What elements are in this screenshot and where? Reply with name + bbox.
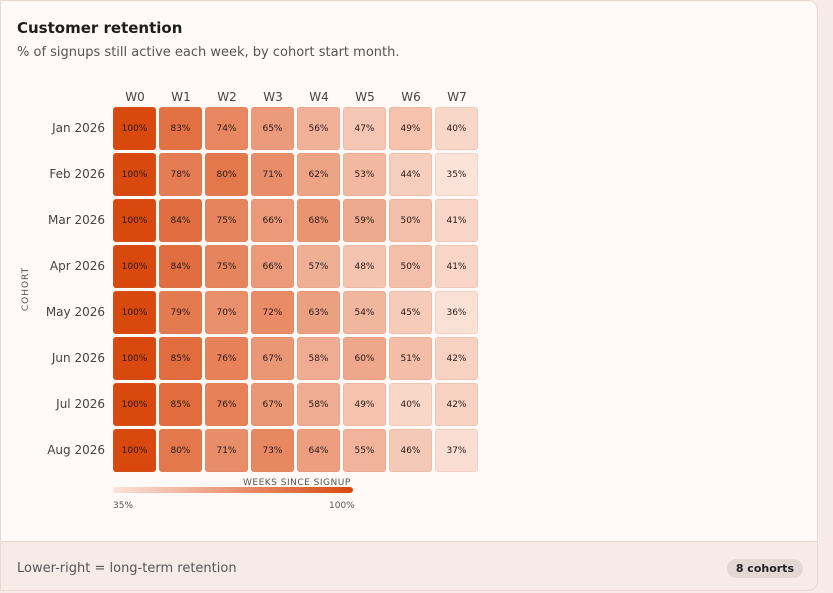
heatmap-cell: 63% (297, 291, 340, 334)
heatmap-cell: 70% (205, 291, 248, 334)
heatmap-cell: 67% (251, 337, 294, 380)
column-header-w7: W7 (447, 90, 467, 104)
row-label: Apr 2026 (49, 259, 105, 273)
heatmap-cell: 41% (435, 199, 478, 242)
heatmap-cell: 72% (251, 291, 294, 334)
heatmap-cell: 49% (389, 107, 432, 150)
heatmap-cell: 35% (435, 153, 478, 196)
heatmap-cell: 100% (113, 245, 156, 288)
chart-subtitle: % of signups still active each week, by … (17, 45, 400, 60)
heatmap-cell: 100% (113, 107, 156, 150)
heatmap-cell: 76% (205, 383, 248, 426)
heatmap-cell: 66% (251, 245, 294, 288)
row-label: Aug 2026 (47, 443, 105, 457)
heatmap-cell: 41% (435, 245, 478, 288)
column-header-w2: W2 (217, 90, 237, 104)
heatmap-cell: 85% (159, 337, 202, 380)
heatmap-cell: 58% (297, 337, 340, 380)
card-footer: Lower-right = long-term retention 8 coho… (1, 541, 817, 590)
heatmap-cell: 85% (159, 383, 202, 426)
row-label: Jan 2026 (52, 121, 105, 135)
heatmap-cell: 42% (435, 337, 478, 380)
heatmap-cell: 100% (113, 429, 156, 472)
heatmap-cell: 40% (389, 383, 432, 426)
row-label: May 2026 (45, 305, 105, 319)
heatmap-cell: 48% (343, 245, 386, 288)
heatmap-cell: 40% (435, 107, 478, 150)
column-header-w4: W4 (309, 90, 329, 104)
heatmap-cell: 45% (389, 291, 432, 334)
heatmap-cell: 64% (297, 429, 340, 472)
heatmap-cell: 44% (389, 153, 432, 196)
heatmap-cell: 78% (159, 153, 202, 196)
heatmap-cell: 73% (251, 429, 294, 472)
scale-max-label: 100% (329, 501, 355, 511)
heatmap-cell: 100% (113, 337, 156, 380)
heatmap-cell: 84% (159, 199, 202, 242)
heatmap-cell: 42% (435, 383, 478, 426)
row-label: Jun 2026 (51, 351, 105, 365)
heatmap-cell: 80% (159, 429, 202, 472)
chart-title: Customer retention (17, 19, 183, 37)
row-label: Mar 2026 (48, 213, 105, 227)
heatmap-cell: 75% (205, 199, 248, 242)
heatmap-cell: 68% (297, 199, 340, 242)
heatmap-cell: 54% (343, 291, 386, 334)
heatmap-cell: 62% (297, 153, 340, 196)
color-scale-bar (113, 487, 353, 493)
heatmap-cell: 60% (343, 337, 386, 380)
heatmap-cell: 58% (297, 383, 340, 426)
heatmap-cell: 79% (159, 291, 202, 334)
heatmap-cell: 83% (159, 107, 202, 150)
heatmap-cell: 59% (343, 199, 386, 242)
footer-note: Lower-right = long-term retention (17, 561, 237, 576)
heatmap-cell: 46% (389, 429, 432, 472)
x-axis-label: WEEKS SINCE SIGNUP (243, 478, 351, 488)
heatmap-cell: 47% (343, 107, 386, 150)
heatmap-cell: 49% (343, 383, 386, 426)
heatmap-cell: 100% (113, 153, 156, 196)
row-label: Feb 2026 (49, 167, 105, 181)
heatmap-cell: 74% (205, 107, 248, 150)
row-label: Jul 2026 (56, 397, 105, 411)
column-header-w5: W5 (355, 90, 375, 104)
heatmap-cell: 100% (113, 291, 156, 334)
heatmap-cell: 51% (389, 337, 432, 380)
heatmap-cell: 75% (205, 245, 248, 288)
heatmap-cell: 84% (159, 245, 202, 288)
heatmap-cell: 100% (113, 383, 156, 426)
scale-min-label: 35% (113, 501, 134, 511)
heatmap-cell: 50% (389, 245, 432, 288)
column-header-w0: W0 (125, 90, 145, 104)
column-header-w3: W3 (263, 90, 283, 104)
heatmap-cell: 71% (251, 153, 294, 196)
heatmap-cell: 80% (205, 153, 248, 196)
column-header-w6: W6 (401, 90, 421, 104)
cohort-count-badge: 8 cohorts (726, 559, 803, 578)
heatmap-cell: 100% (113, 199, 156, 242)
column-header-w1: W1 (171, 90, 191, 104)
heatmap-cell: 71% (205, 429, 248, 472)
heatmap-cell: 56% (297, 107, 340, 150)
heatmap-cell: 53% (343, 153, 386, 196)
heatmap-cell: 36% (435, 291, 478, 334)
heatmap-cell: 67% (251, 383, 294, 426)
heatmap-cell: 57% (297, 245, 340, 288)
heatmap-cell: 65% (251, 107, 294, 150)
heatmap-cell: 50% (389, 199, 432, 242)
heatmap-cell: 76% (205, 337, 248, 380)
heatmap-cell: 66% (251, 199, 294, 242)
retention-card: Customer retention % of signups still ac… (0, 0, 818, 591)
heatmap-cell: 37% (435, 429, 478, 472)
heatmap-cell: 55% (343, 429, 386, 472)
